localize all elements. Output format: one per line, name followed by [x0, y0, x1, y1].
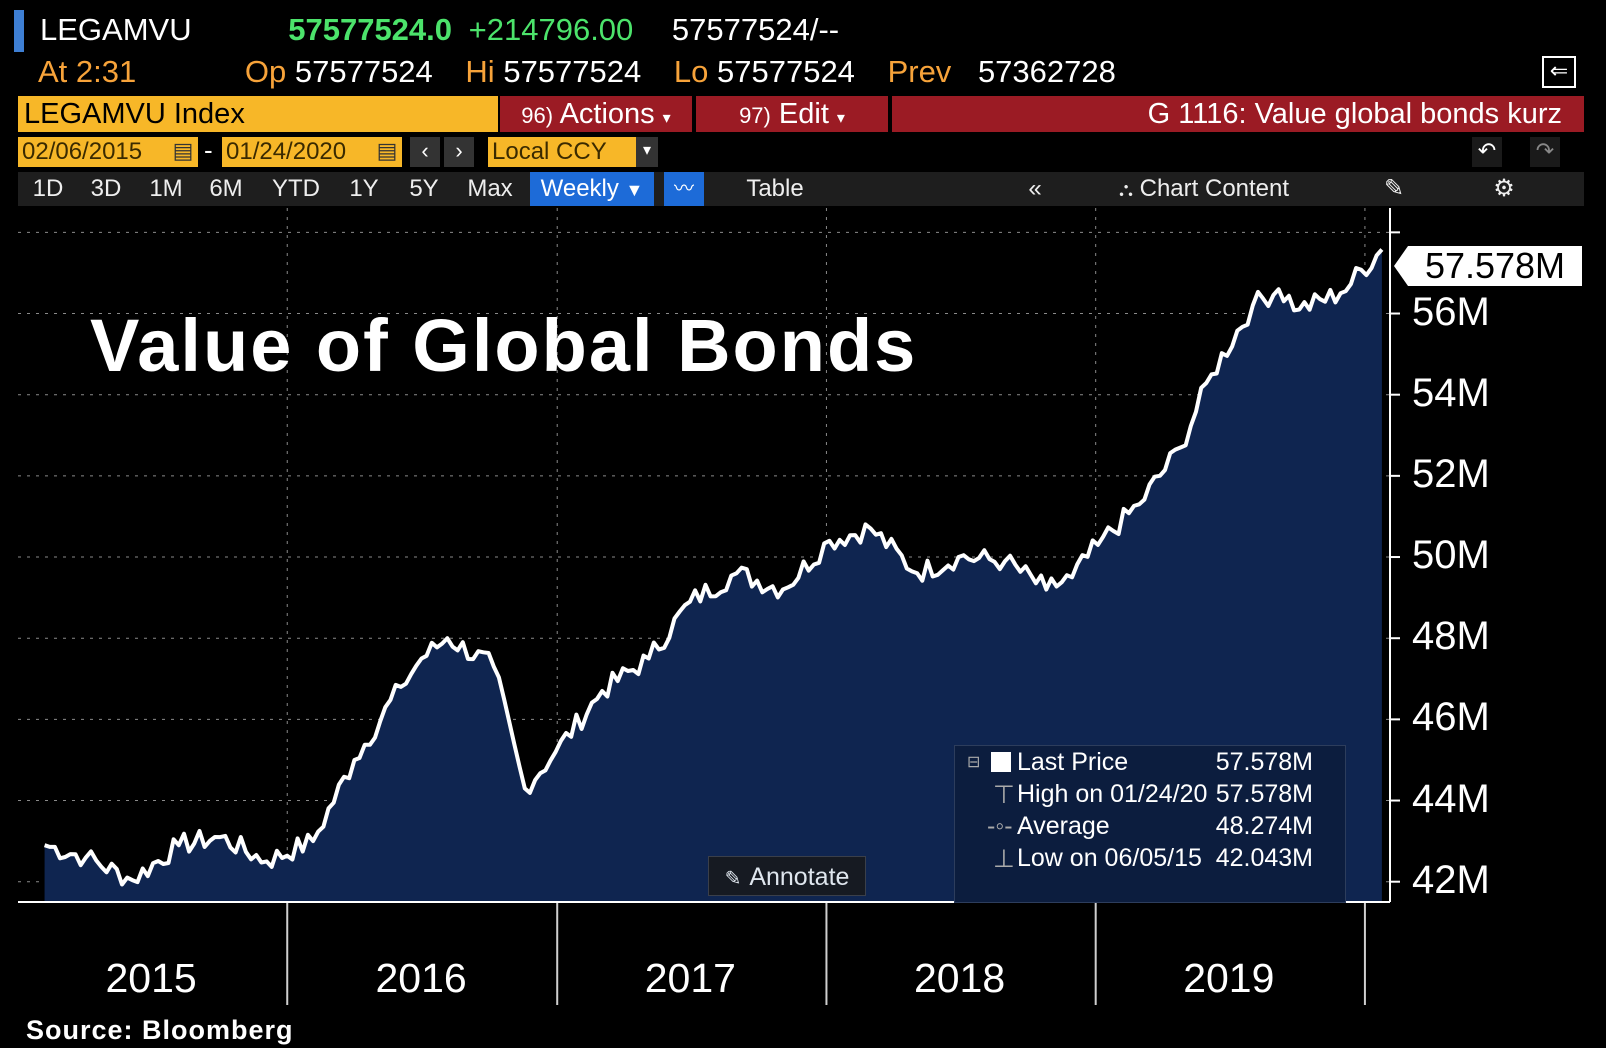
ticker-symbol[interactable]: LEGAMVU: [40, 12, 192, 47]
legend-value-average: 48.274M: [1215, 812, 1313, 840]
legend-label-low: Low on 06/05/15: [1017, 844, 1202, 872]
calendar-icon[interactable]: ▤: [168, 137, 198, 167]
pencil-icon: ✎: [724, 868, 742, 890]
low-label: Lo: [673, 54, 709, 89]
x-tick-label: 2018: [913, 955, 1006, 1001]
tab-ytd[interactable]: YTD: [272, 175, 320, 202]
y-tick-label: 56M: [1412, 289, 1490, 334]
low-value: 57577524: [717, 54, 855, 89]
last-price-pointer: [1394, 246, 1408, 286]
tab-1y[interactable]: 1Y: [349, 175, 379, 202]
collapse-box-icon[interactable]: ⊟: [967, 754, 981, 771]
y-tick-label: 50M: [1412, 533, 1490, 578]
last-price: 57577524.0: [288, 12, 453, 47]
average-marker-icon: -◦-: [987, 812, 1013, 840]
legend-value-low: 42.043M: [1215, 844, 1313, 872]
chart-title: Value of Global Bonds: [90, 304, 918, 387]
low-marker-icon: ⊥: [993, 845, 1015, 873]
prev-value: 57362728: [977, 54, 1116, 89]
security-name[interactable]: LEGAMVU Index: [18, 96, 498, 132]
gear-icon[interactable]: ⚙: [1493, 175, 1515, 202]
period-tabs: 1D 3D 1M 6M YTD 1Y 5Y Max Weekly ▼ 〰 Tab…: [18, 172, 1584, 206]
actions-menu[interactable]: 96) Actions ▾: [500, 96, 692, 132]
chevron-left-icon[interactable]: ‹: [410, 137, 440, 167]
prev-label: Prev: [887, 54, 952, 89]
edit-label: Edit: [778, 98, 829, 130]
tab-1d[interactable]: 1D: [32, 175, 64, 202]
currency-select[interactable]: Local CCY: [488, 137, 638, 167]
frequency-label: Weekly: [540, 175, 619, 202]
open-label: Op: [244, 54, 287, 89]
y-tick-label: 42M: [1412, 857, 1490, 902]
start-date-field[interactable]: 02/06/2015: [18, 137, 168, 167]
x-tick-label: 2016: [375, 955, 467, 1001]
end-date-field[interactable]: 01/24/2020: [222, 137, 372, 167]
chevron-right-icon[interactable]: ›: [444, 137, 474, 167]
function-title: G 1116: Value global bonds kurz: [892, 96, 1584, 132]
time-label: At 2:31: [38, 54, 137, 89]
actions-number: 96): [521, 103, 554, 128]
date-separator: -: [204, 135, 213, 165]
tab-6m[interactable]: 6M: [209, 175, 243, 202]
calendar-icon[interactable]: ▤: [372, 137, 402, 167]
legend: ⊟ Last Price 57.578M ⊤ High on 01/24/20 …: [954, 745, 1346, 903]
frequency-select[interactable]: Weekly ▼: [530, 172, 654, 206]
export-icon[interactable]: ⇐: [1542, 56, 1576, 88]
high-value: 57577524: [503, 54, 642, 89]
legend-swatch: [991, 752, 1011, 772]
price-line: [43, 248, 1384, 887]
quote-row: LEGAMVU 57577524.0 +214796.00 57577524/-…: [40, 12, 839, 48]
legend-label-average: Average: [1017, 812, 1110, 840]
open-value: 57577524: [294, 54, 433, 89]
chevron-down-icon[interactable]: ▾: [636, 137, 658, 167]
high-marker-icon: ⊤: [993, 781, 1015, 809]
undo-icon[interactable]: ↶: [1472, 137, 1502, 167]
source-note: Source: Bloomberg: [26, 1015, 294, 1045]
y-tick-label: 44M: [1412, 776, 1490, 821]
line-chart-icon[interactable]: 〰: [664, 172, 704, 206]
tab-3d[interactable]: 3D: [90, 175, 122, 202]
high-label: Hi: [465, 54, 495, 89]
edit-number: 97): [739, 103, 771, 128]
edit-icon[interactable]: ✎: [1383, 175, 1405, 202]
bid-ask: 57577524/--: [671, 12, 840, 47]
actions-label: Actions: [559, 98, 655, 130]
chevron-down-icon: ▾: [662, 110, 671, 127]
legend-label-last: Last Price: [1017, 748, 1129, 776]
x-tick-label: 2015: [105, 955, 197, 1001]
legend-value-high: 57.578M: [1215, 780, 1313, 808]
net-change: +214796.00: [468, 12, 634, 47]
y-tick-label: 52M: [1412, 451, 1490, 496]
annotate-button[interactable]: ✎ Annotate: [708, 856, 866, 896]
y-tick-label: 54M: [1412, 370, 1490, 415]
y-tick-label: 48M: [1412, 614, 1490, 659]
ticker-marker: [14, 10, 24, 52]
tab-1m[interactable]: 1M: [149, 175, 183, 202]
tab-5y[interactable]: 5Y: [409, 175, 439, 202]
x-tick-label: 2017: [644, 955, 736, 1001]
legend-value-last: 57.578M: [1215, 748, 1313, 776]
legend-label-high: High on 01/24/20: [1017, 780, 1208, 808]
chevron-down-icon: ▾: [836, 110, 845, 127]
edit-menu[interactable]: 97) Edit ▾: [696, 96, 888, 132]
table-button[interactable]: Table: [746, 175, 804, 202]
ohlc-row: At 2:31 Op 57577524 Hi 57577524 Lo 57577…: [38, 54, 1116, 90]
area-fill: [44, 249, 1382, 902]
tab-max[interactable]: Max: [467, 175, 513, 202]
x-tick-label: 2019: [1183, 955, 1275, 1001]
y-tick-label: 46M: [1412, 695, 1490, 740]
redo-icon[interactable]: ↷: [1530, 137, 1560, 167]
chart-content-button[interactable]: ⛬ Chart Content: [1104, 172, 1304, 206]
collapse-icon[interactable]: «: [1028, 175, 1042, 202]
chart-content-label: Chart Content: [1139, 175, 1290, 202]
last-price-label: 57.578M: [1408, 246, 1582, 286]
triangle-down-icon: ▼: [625, 180, 644, 200]
chart-content-icon: ⛬: [1118, 179, 1133, 201]
annotate-label: Annotate: [749, 863, 850, 891]
